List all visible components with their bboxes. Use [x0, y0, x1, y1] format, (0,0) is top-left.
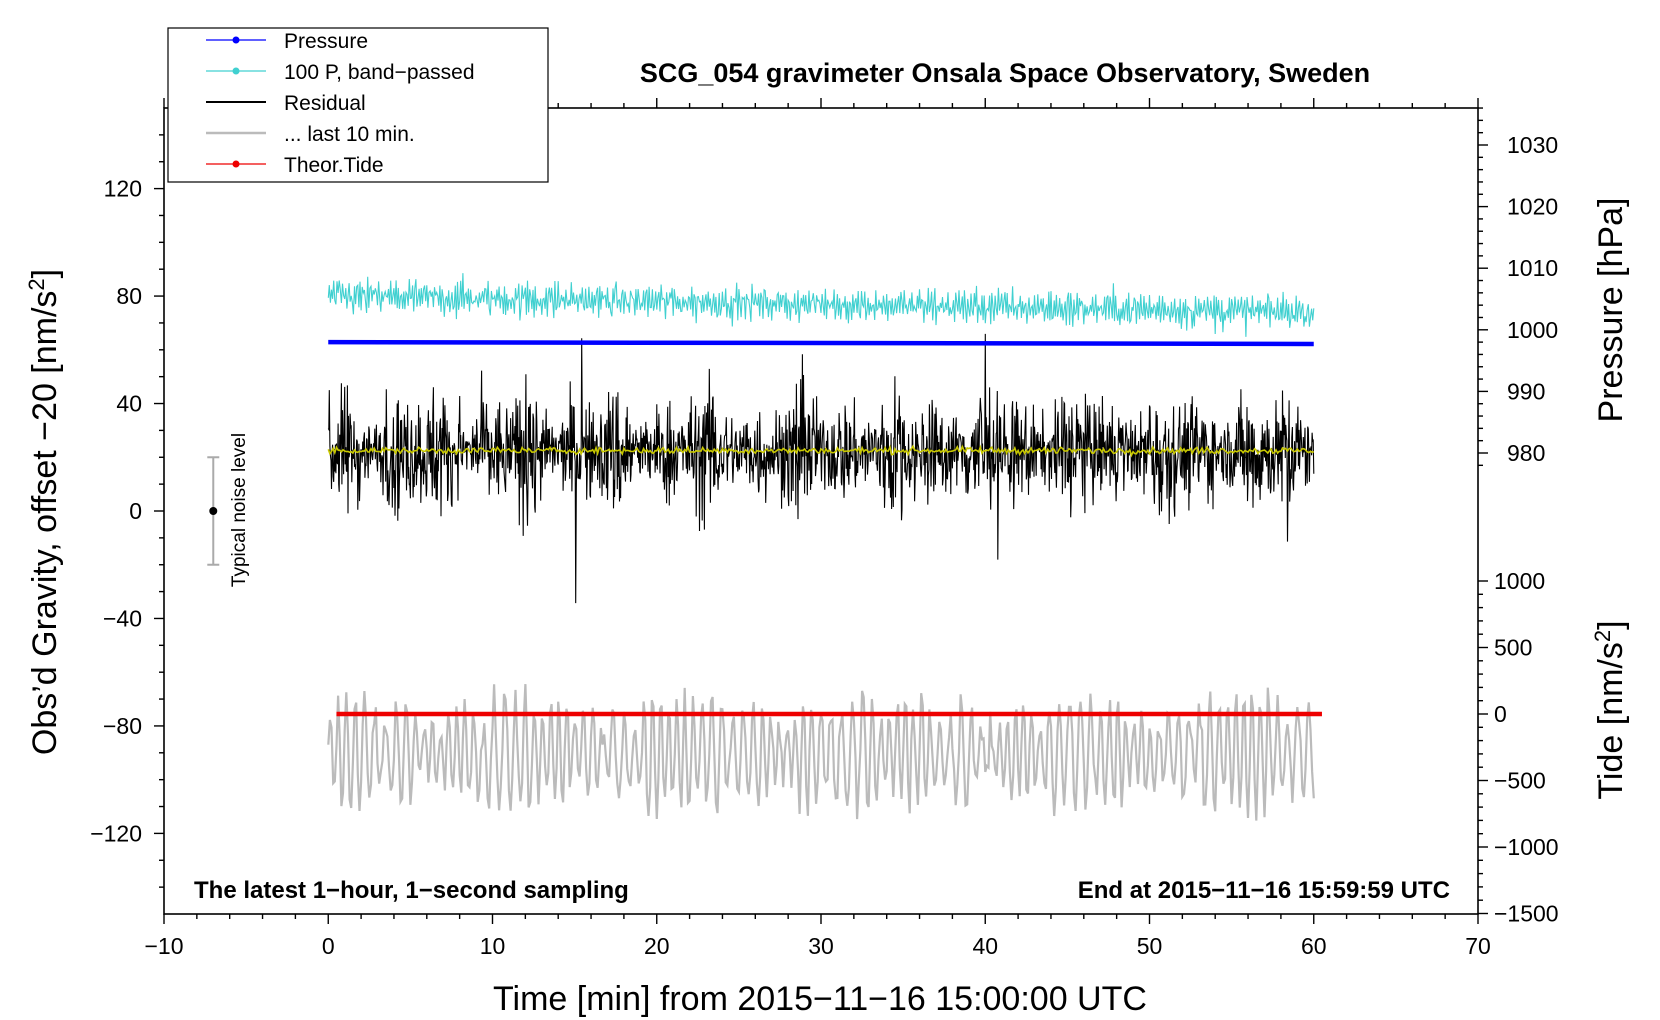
series-band-passed-pressure	[327, 273, 1315, 337]
legend: Pressure 100 P, band−passed Residual ...…	[167, 27, 549, 183]
pressure-tick-label: 1010	[1507, 255, 1558, 281]
legend-item-tide: Theor.Tide	[206, 154, 384, 177]
series-residual-mean	[327, 444, 1315, 458]
gravity-tick-label: 80	[116, 283, 142, 309]
gravity-axis-label: Obs’d Gravity, offset −20 [nm/s2]	[24, 269, 65, 755]
tide-axis: −1500 −1000 −500 0 500 1000	[1478, 568, 1559, 927]
pressure-tick-label: 990	[1507, 378, 1545, 404]
noise-marker	[207, 456, 220, 566]
gravity-tick-label: 0	[129, 498, 142, 524]
legend-item-pressure: Pressure	[206, 30, 368, 53]
annotation-left: The latest 1−hour, 1−second sampling	[194, 877, 629, 904]
legend-box	[167, 27, 549, 183]
noise-center-dot	[209, 507, 218, 515]
series-layer	[327, 273, 1322, 821]
x-tick-label: 30	[808, 933, 834, 959]
tide-tick-label: 1000	[1494, 568, 1545, 594]
legend-label-residual: Residual	[284, 92, 366, 115]
x-tick-label: 50	[1137, 933, 1163, 959]
x-axis: −10 0 10 20 30 40 50 60 70	[144, 98, 1491, 959]
tide-tick-label: −1500	[1494, 901, 1559, 927]
noise-label: Typical noise level	[229, 433, 250, 587]
series-residual	[327, 333, 1315, 604]
pressure-tick-label: 1020	[1507, 194, 1558, 220]
x-tick-label: 70	[1465, 933, 1491, 959]
series-pressure	[328, 339, 1314, 347]
x-tick-label: −10	[144, 933, 183, 959]
gravity-tick-label: 120	[104, 176, 142, 202]
series-last-10-min	[327, 684, 1315, 821]
chart-title: SCG_054 gravimeter Onsala Space Observat…	[640, 58, 1370, 88]
pressure-axis: 980 990 1000 1010 1020 1030	[1478, 107, 1558, 467]
legend-marker-pressure	[232, 36, 240, 44]
legend-label-last10: ... last 10 min.	[284, 123, 415, 146]
tide-tick-label: 500	[1494, 635, 1532, 661]
pressure-tick-label: 1030	[1507, 132, 1558, 158]
legend-item-last10: ... last 10 min.	[206, 123, 415, 146]
gravity-tick-label: −120	[90, 820, 142, 846]
pressure-axis-label: Pressure [hPa]	[1592, 198, 1630, 423]
x-tick-label: 60	[1301, 933, 1327, 959]
tide-axis-label: Tide [nm/s2]	[1590, 620, 1631, 799]
x-tick-label: 20	[644, 933, 670, 959]
x-axis-label: Time [min] from 2015−11−16 15:00:00 UTC	[493, 980, 1147, 1018]
legend-label-tide: Theor.Tide	[284, 154, 384, 177]
annotation-right: End at 2015−11−16 15:59:59 UTC	[1078, 877, 1450, 904]
legend-item-residual: Residual	[206, 92, 366, 115]
gravity-axis: −120 −80 −40 0 40 80 120	[90, 134, 164, 888]
pressure-tick-label: 980	[1507, 440, 1545, 466]
x-tick-label: 40	[972, 933, 998, 959]
gravity-tick-label: 40	[116, 391, 142, 417]
legend-item-bandpassed: 100 P, band−passed	[206, 61, 475, 84]
legend-marker-bandpassed	[232, 67, 240, 75]
legend-label-pressure: Pressure	[284, 30, 368, 53]
x-tick-label: 10	[480, 933, 506, 959]
tide-tick-label: −500	[1494, 768, 1546, 794]
legend-marker-tide	[232, 160, 240, 168]
pressure-tick-label: 1000	[1507, 317, 1558, 343]
gravity-tick-label: −40	[103, 605, 142, 631]
tide-tick-label: −1000	[1494, 834, 1559, 860]
legend-label-bandpassed: 100 P, band−passed	[284, 61, 475, 84]
x-tick-label: 0	[322, 933, 335, 959]
gravity-tick-label: −80	[103, 713, 142, 739]
tide-tick-label: 0	[1494, 701, 1507, 727]
